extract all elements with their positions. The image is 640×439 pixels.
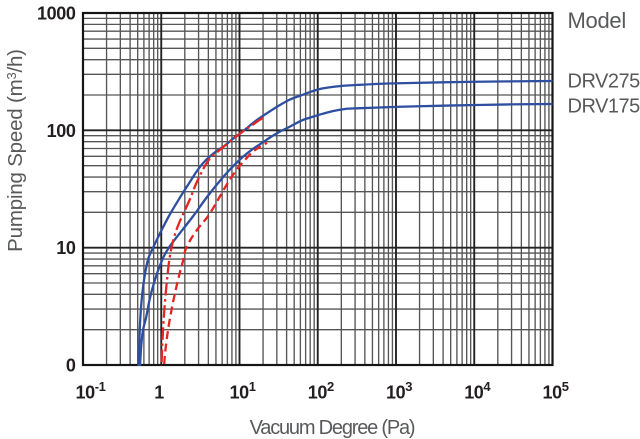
svg-text:Model: Model	[568, 8, 626, 33]
svg-text:0: 0	[66, 356, 76, 376]
svg-text:1: 1	[154, 383, 164, 403]
svg-text:10: 10	[56, 238, 76, 258]
svg-text:100: 100	[47, 121, 76, 141]
svg-text:DRV275: DRV275	[568, 71, 640, 93]
svg-text:Vacuum Degree (Pa): Vacuum Degree (Pa)	[250, 417, 415, 439]
svg-text:DRV175: DRV175	[568, 96, 640, 118]
svg-text:Pumping Speed (m3/h): Pumping Speed (m3/h)	[4, 49, 27, 252]
svg-text:1000: 1000	[37, 4, 76, 24]
